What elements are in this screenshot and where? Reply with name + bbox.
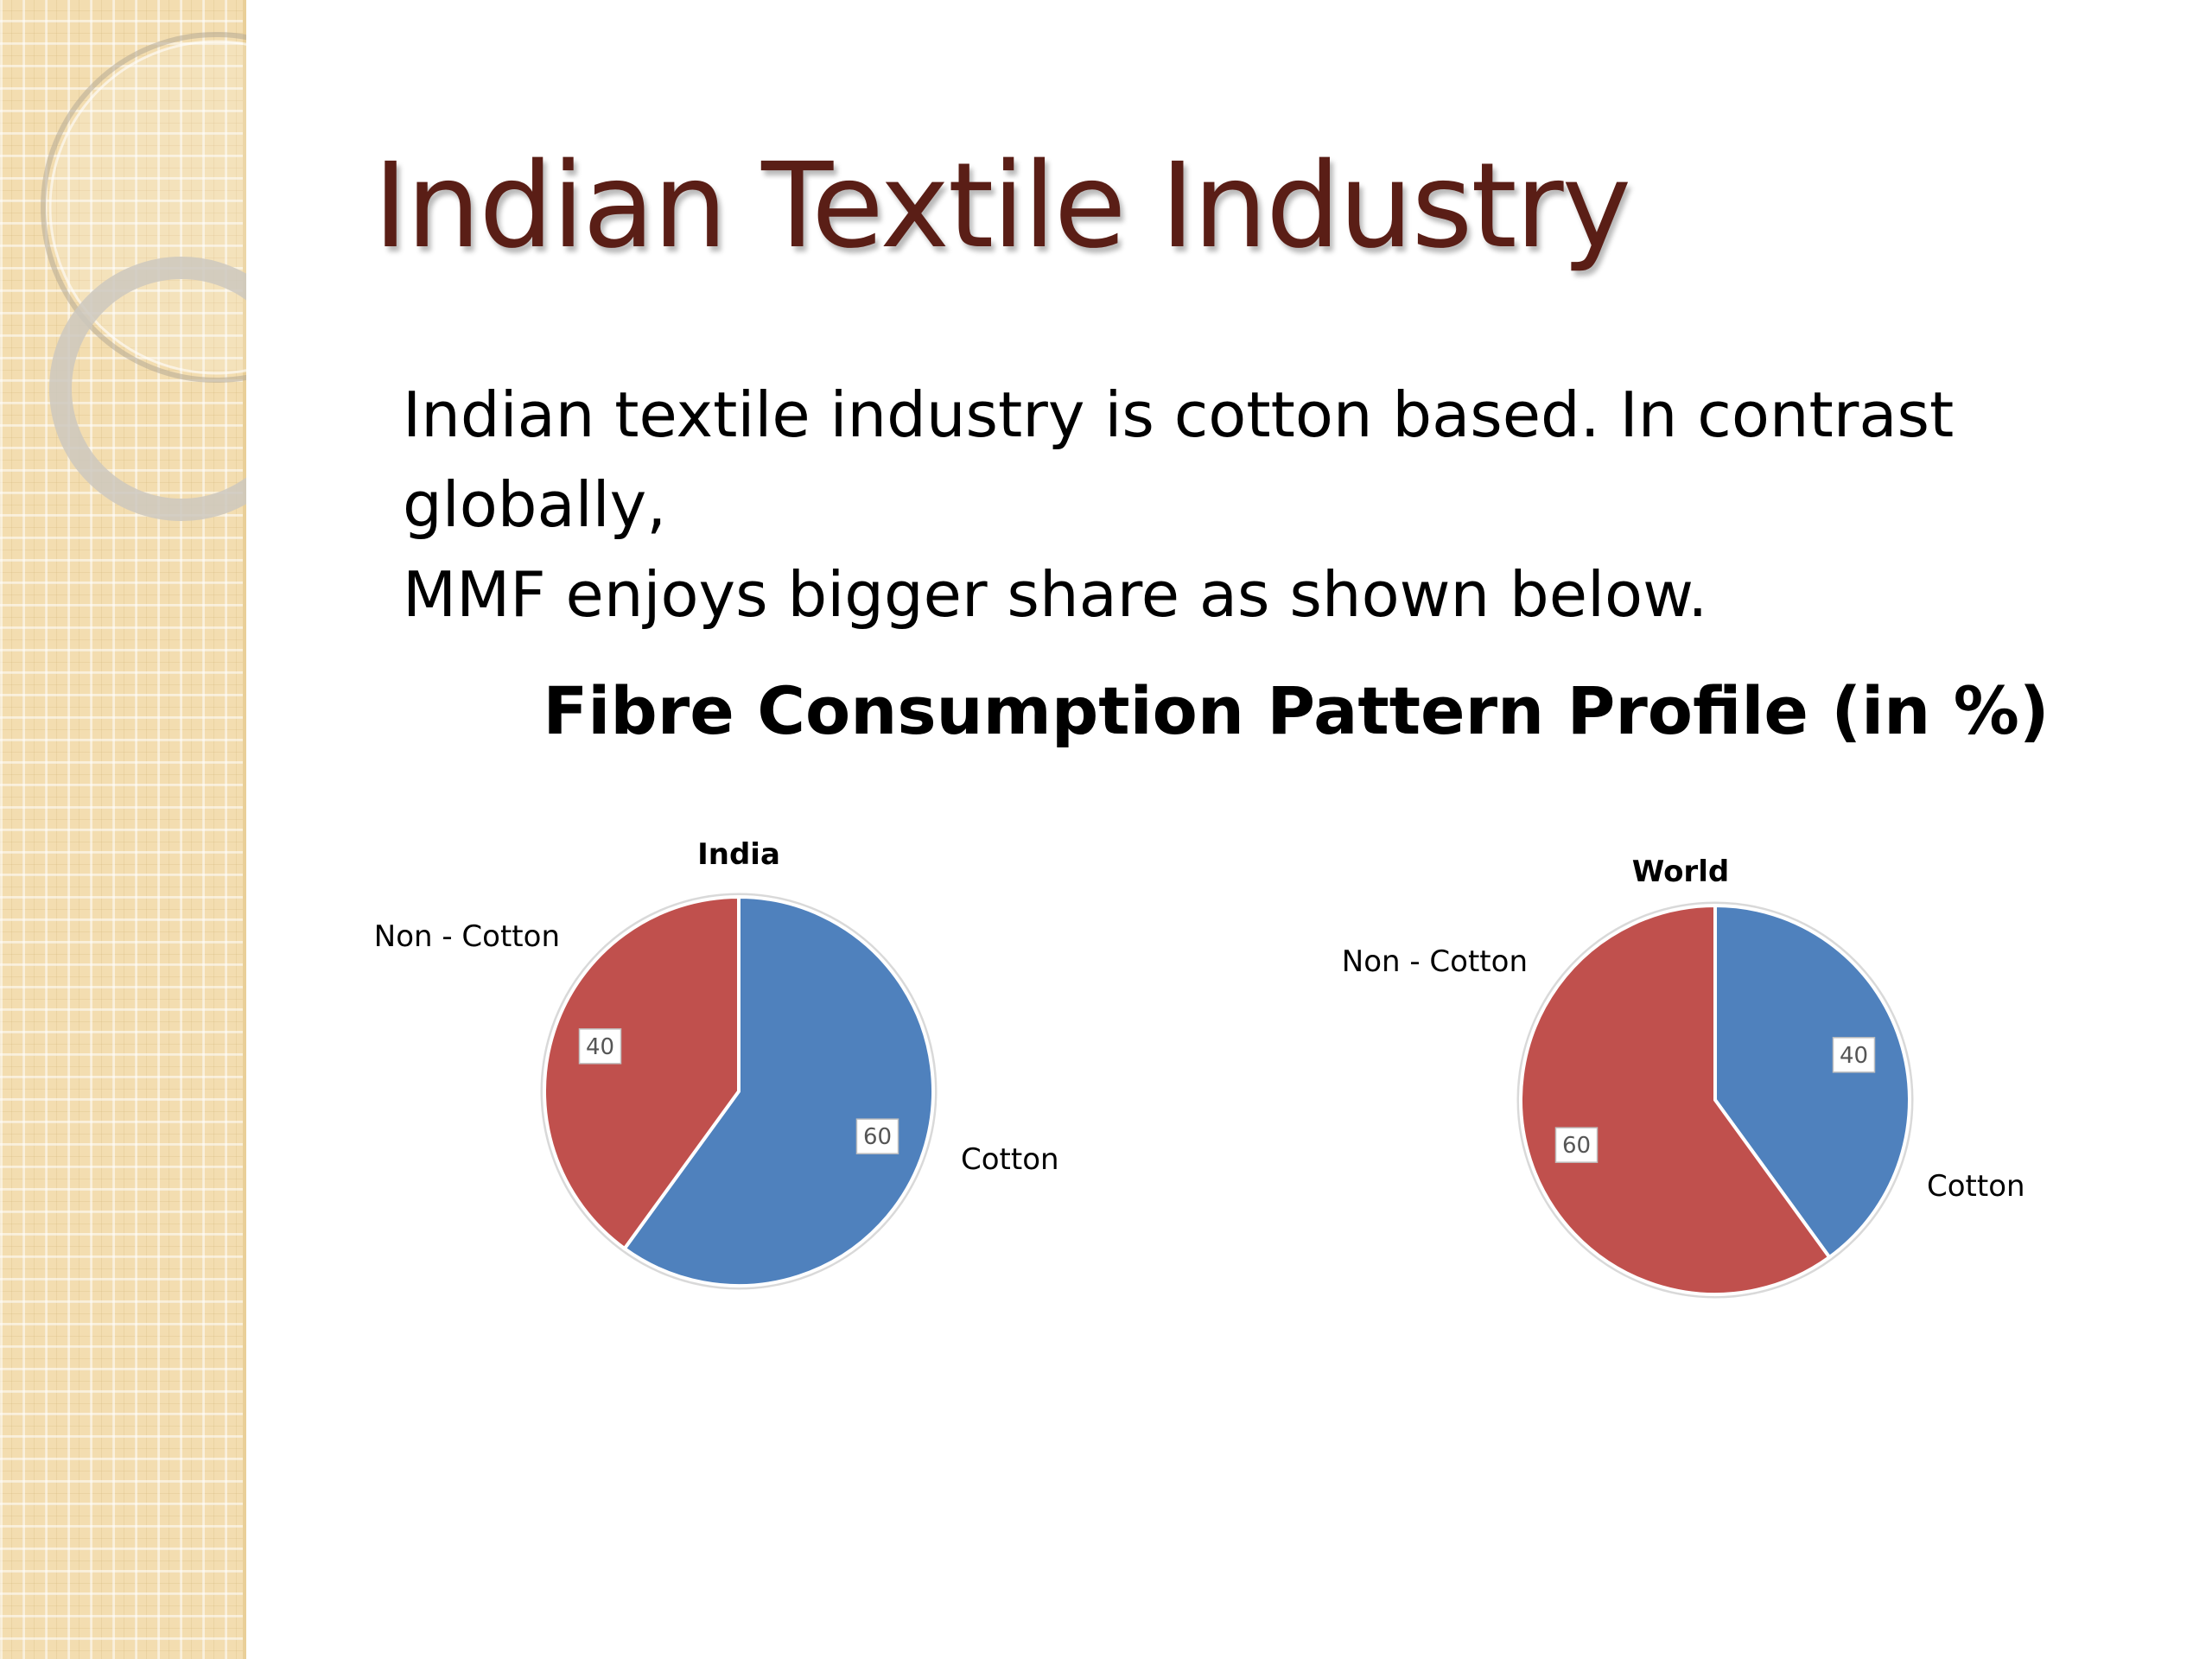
body-line-1: Indian textile industry is cotton based.… xyxy=(403,378,1955,541)
slide-body-text: Indian textile industry is cotton based.… xyxy=(403,370,2183,639)
data-label-box xyxy=(855,1118,899,1154)
pie-slice-world-cotton xyxy=(1713,903,1911,1260)
pie-title-world: World xyxy=(1632,855,1729,889)
data-label-world-cotton: 40 xyxy=(1840,1043,1868,1069)
data-label-india-non-cotton: 40 xyxy=(586,1034,614,1060)
pie-title-india: India xyxy=(697,837,780,872)
body-line-2: MMF enjoys bigger share as shown below. xyxy=(403,558,1708,631)
pie-chart-india: 60 Cotton 40 Non - Cotton India xyxy=(374,837,1059,1290)
chart-heading: Fibre Consumption Pattern Profile (in %) xyxy=(543,672,2050,749)
category-label-world-non-cotton: Non - Cotton xyxy=(1342,944,1528,979)
decorative-side-band xyxy=(0,0,246,1659)
category-label-india-cotton: Cotton xyxy=(961,1142,1059,1177)
data-label-box xyxy=(1832,1037,1876,1073)
decorative-rings xyxy=(41,32,246,521)
pie-slice-world-non-cotton xyxy=(1519,903,1833,1296)
pie-slice-india-cotton xyxy=(621,894,935,1287)
pie-chart-world: 40 Cotton 60 Non - Cotton World xyxy=(1342,855,2025,1299)
data-label-india-cotton: 60 xyxy=(863,1124,892,1150)
data-label-box xyxy=(1554,1127,1599,1163)
data-label-box xyxy=(578,1028,622,1065)
slide-title: Indian Textile Industry xyxy=(373,138,1631,275)
data-label-world-non-cotton: 60 xyxy=(1562,1133,1591,1159)
pie-slice-india-non-cotton xyxy=(543,894,741,1251)
category-label-india-non-cotton: Non - Cotton xyxy=(374,919,560,954)
category-label-world-cotton: Cotton xyxy=(1927,1169,2025,1204)
